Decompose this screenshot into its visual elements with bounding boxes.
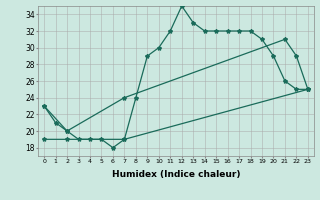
- X-axis label: Humidex (Indice chaleur): Humidex (Indice chaleur): [112, 170, 240, 179]
